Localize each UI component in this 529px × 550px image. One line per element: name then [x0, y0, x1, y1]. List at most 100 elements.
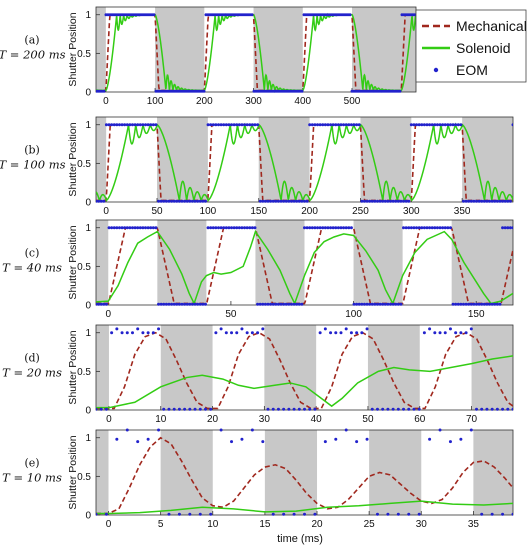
eom-point	[201, 199, 205, 203]
eom-point	[454, 331, 458, 335]
eom-point	[480, 512, 484, 516]
eom-point	[256, 331, 260, 335]
eom-point	[141, 331, 145, 335]
eom-point	[503, 199, 507, 203]
eom-point	[339, 123, 343, 127]
x-tick-label: 150	[250, 206, 267, 217]
eom-point	[308, 226, 312, 230]
eom-point	[266, 302, 270, 306]
eom-point	[157, 428, 161, 432]
eom-point	[271, 302, 275, 306]
eom-point	[227, 226, 231, 230]
x-tick-label: 0	[105, 309, 111, 320]
eom-point	[409, 123, 413, 127]
eom-point	[110, 123, 114, 127]
x-tick-label: 0	[106, 519, 112, 530]
eom-point	[415, 123, 419, 127]
period-label: T = 40 ms	[2, 261, 62, 275]
eom-point	[183, 199, 187, 203]
eom-point	[261, 327, 265, 331]
shaded-interval	[360, 117, 412, 202]
eom-point	[282, 199, 286, 203]
eom-point	[443, 331, 447, 335]
solenoid-line	[96, 229, 513, 306]
eom-point	[203, 302, 207, 306]
eom-point	[240, 123, 244, 127]
eom-point	[198, 199, 202, 203]
eom-point	[151, 123, 155, 127]
shaded-interval	[96, 7, 106, 92]
eom-point	[394, 302, 398, 306]
eom-point	[412, 407, 416, 411]
x-tick-label: 150	[468, 309, 485, 320]
eom-point	[375, 302, 379, 306]
eom-point	[336, 226, 340, 230]
eom-point	[157, 199, 161, 203]
eom-point	[396, 302, 400, 306]
eom-point	[482, 199, 486, 203]
x-tick-label: 300	[245, 96, 262, 107]
eom-point	[287, 302, 291, 306]
shaded-interval	[160, 325, 213, 410]
x-tick-label: 70	[466, 414, 478, 425]
eom-point	[342, 226, 346, 230]
eom-point	[269, 199, 273, 203]
x-tick-label: 40	[311, 414, 323, 425]
eom-point	[375, 199, 379, 203]
eom-point	[355, 331, 359, 335]
eom-point	[404, 226, 408, 230]
eom-point	[488, 302, 492, 306]
x-tick-label: 20	[311, 519, 323, 530]
eom-point	[469, 302, 473, 306]
x-tick-label: 200	[301, 206, 318, 217]
eom-point	[185, 199, 189, 203]
eom-point	[175, 302, 179, 306]
x-tick-label: 100	[345, 309, 362, 320]
eom-point	[177, 512, 181, 516]
eom-point	[99, 407, 103, 411]
eom-point	[329, 123, 333, 127]
eom-point	[240, 226, 244, 230]
eom-point	[469, 327, 473, 331]
x-tick-label: 10	[207, 519, 219, 530]
eom-point	[360, 302, 364, 306]
eom-point	[117, 123, 121, 127]
eom-point	[331, 226, 335, 230]
eom-point	[162, 199, 166, 203]
x-tick-label: 200	[196, 96, 213, 107]
eom-point	[396, 407, 400, 411]
eom-point	[209, 512, 213, 516]
eom-point	[407, 407, 411, 411]
eom-point	[323, 123, 327, 127]
eom-point	[469, 428, 473, 432]
shaded-interval	[157, 117, 208, 202]
eom-point	[102, 199, 106, 203]
eom-point	[177, 407, 181, 411]
eom-point	[279, 199, 283, 203]
eom-point	[183, 302, 187, 306]
eom-point	[136, 123, 140, 127]
eom-point	[352, 302, 356, 306]
eom-point	[365, 199, 369, 203]
eom-point	[334, 123, 338, 127]
eom-point	[459, 331, 463, 335]
eom-point	[224, 123, 228, 127]
eom-point	[459, 437, 463, 441]
eom-point	[365, 437, 369, 441]
eom-point	[344, 123, 348, 127]
eom-point	[164, 302, 168, 306]
eom-point	[480, 302, 484, 306]
eom-point	[493, 199, 497, 203]
eom-point	[344, 327, 348, 331]
eom-point	[399, 199, 403, 203]
eom-point	[180, 199, 184, 203]
eom-point	[316, 226, 320, 230]
eom-point	[149, 226, 153, 230]
eom-point	[110, 331, 114, 335]
eom-point	[193, 302, 197, 306]
eom-point	[248, 123, 252, 127]
eom-point	[435, 226, 439, 230]
eom-point	[415, 226, 419, 230]
eom-point	[412, 226, 416, 230]
eom-point	[144, 123, 148, 127]
